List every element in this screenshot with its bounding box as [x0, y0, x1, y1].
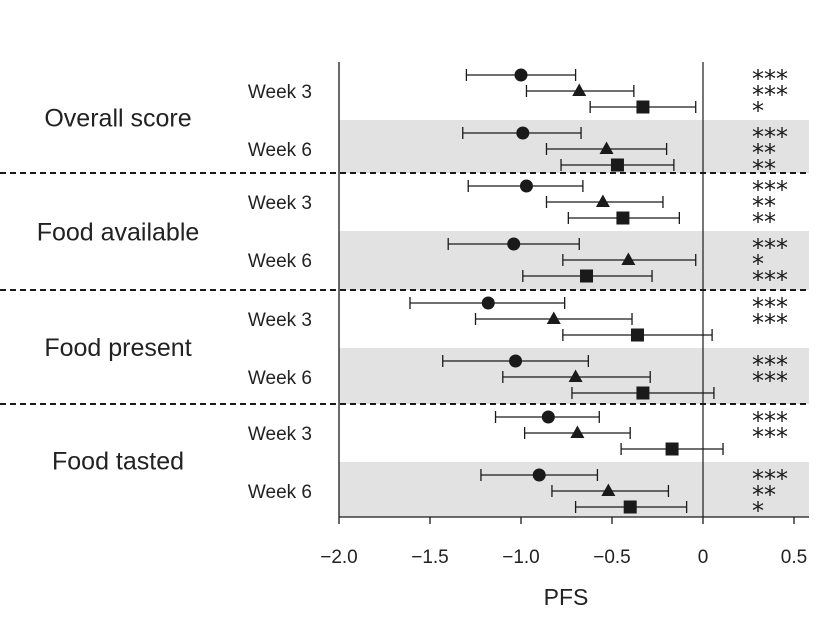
group-label: Food available	[37, 219, 200, 247]
significance-stars: *	[752, 250, 764, 278]
triangle-marker	[601, 483, 616, 496]
group-label: Overall score	[44, 105, 191, 133]
significance-stars: ***	[752, 176, 788, 204]
x-tick-label: −1.5	[411, 547, 449, 568]
significance-stars: *	[752, 497, 764, 525]
triangle-marker	[599, 141, 614, 154]
square-marker	[623, 500, 637, 514]
significance-stars: **	[752, 208, 776, 236]
week-label: Week 6	[248, 368, 312, 389]
triangle-marker	[568, 369, 583, 382]
square-marker	[580, 269, 594, 283]
week-label: Week 6	[248, 251, 312, 272]
square-marker	[665, 442, 679, 456]
circle-marker	[514, 68, 528, 82]
square-marker	[610, 158, 624, 172]
shaded-band	[339, 462, 809, 517]
significance-stars: ***	[752, 309, 788, 337]
group-label: Food tasted	[52, 448, 184, 476]
square-marker	[636, 386, 650, 400]
week-label: Week 3	[248, 310, 312, 331]
circle-marker	[481, 296, 495, 310]
significance-stars: ***	[752, 465, 788, 493]
significance-stars: ***	[752, 351, 788, 379]
week-label: Week 6	[248, 140, 312, 161]
square-marker	[630, 328, 644, 342]
triangle-marker	[595, 194, 610, 207]
significance-stars: ***	[752, 293, 788, 321]
x-axis: −2.0 −1.5 −1.0 −0.5 0 0.5	[320, 62, 809, 568]
triangle-marker	[546, 311, 561, 324]
x-tick-label: 0.5	[781, 547, 807, 568]
significance-stars: **	[752, 192, 776, 220]
significance-stars: **	[752, 155, 776, 183]
significance-stars: ***	[752, 407, 788, 435]
significance-stars: ***	[752, 65, 788, 93]
significance-stars: ***	[752, 234, 788, 262]
triangle-marker	[570, 425, 585, 438]
significance-stars: **	[752, 139, 776, 167]
x-axis-label: PFS	[544, 584, 589, 610]
significance-stars: ***	[752, 367, 788, 395]
x-tick-label: 0	[698, 547, 709, 568]
square-marker	[636, 100, 650, 114]
circle-marker	[519, 179, 533, 193]
square-marker	[616, 211, 630, 225]
week-label: Week 3	[248, 82, 312, 103]
significance-stars: ***	[752, 81, 788, 109]
group-label: Food present	[44, 334, 191, 362]
circle-marker	[532, 468, 546, 482]
significance-stars: ***	[752, 123, 788, 151]
circle-marker	[509, 354, 523, 368]
x-tick-label: −2.0	[320, 547, 358, 568]
week-label: Week 3	[248, 193, 312, 214]
x-tick-label: −0.5	[593, 547, 631, 568]
point-markers	[481, 68, 679, 514]
triangle-marker	[621, 252, 636, 265]
significance-labels: ****************************************…	[752, 65, 788, 525]
significance-stars: ***	[752, 423, 788, 451]
circle-marker	[507, 237, 521, 251]
row-labels: Overall score Week 3 Week 6 Food available W…	[37, 82, 312, 503]
error-bars	[409, 69, 724, 513]
x-tick-label: −1.0	[502, 547, 540, 568]
week-label: Week 3	[248, 424, 312, 445]
significance-stars: *	[752, 97, 764, 125]
triangle-marker	[572, 83, 587, 96]
circle-marker	[516, 126, 530, 140]
shaded-band	[339, 120, 809, 173]
significance-stars: **	[752, 481, 776, 509]
circle-marker	[541, 410, 555, 424]
significance-stars: ***	[752, 266, 788, 294]
week-label: Week 6	[248, 482, 312, 503]
group-dividers	[0, 172, 809, 405]
